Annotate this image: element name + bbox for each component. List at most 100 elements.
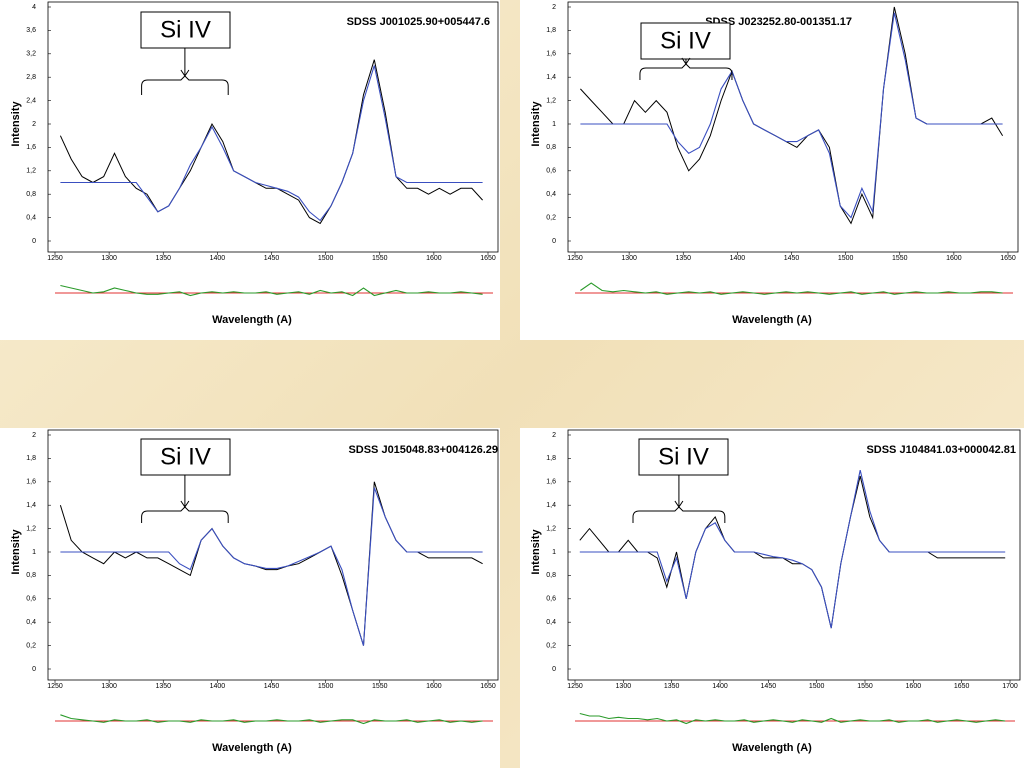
x-tick-label: 1350 <box>155 683 171 690</box>
annotation-box <box>640 22 731 60</box>
x-tick-label: 1450 <box>761 683 777 690</box>
x-tick-label: 1350 <box>664 683 680 690</box>
x-tick-label: 1600 <box>426 255 442 262</box>
chart-title: SDSS J001025.90+005447.6 <box>347 16 490 28</box>
y-tick-label: 0,2 <box>546 214 556 221</box>
series-line <box>60 284 483 297</box>
x-tick-label: 1550 <box>857 683 873 690</box>
x-tick-label: 1300 <box>101 683 117 690</box>
annotation-bracket <box>141 75 229 95</box>
y-axis-label: Intensity <box>10 529 22 575</box>
series-line <box>60 714 483 725</box>
y-tick-label: 0,6 <box>546 596 556 603</box>
series-line <box>59 481 483 646</box>
x-tick-label: 1450 <box>784 255 800 262</box>
annotation-arrow <box>674 475 684 508</box>
x-tick-label: 1400 <box>210 683 226 690</box>
annotation: Si IV <box>160 443 211 470</box>
y-tick-label: 0,6 <box>546 168 556 175</box>
x-tick-label: 1650 <box>480 683 496 690</box>
x-tick-label: 1350 <box>155 255 171 262</box>
y-tick-label: 1,8 <box>546 455 556 462</box>
y-tick-label: 1,4 <box>546 502 556 509</box>
x-tick-label: 1400 <box>730 255 746 262</box>
y-tick-label: 1,2 <box>26 525 36 532</box>
chart: 0 0,2 0,4 0,6 0,8 1 1,2 1,4 1,6 1,8 2 1250 1300 1350 1… <box>10 429 499 754</box>
y-tick-label: 0,6 <box>26 596 36 603</box>
x-tick-label: 1600 <box>946 255 962 262</box>
series-line <box>59 59 483 225</box>
x-tick-label: 1700 <box>1002 683 1018 690</box>
y-tick-label: 2 <box>32 432 36 439</box>
chart: 0 0,2 0,4 0,6 0,8 1 1,2 1,4 1,6 1,8 2 1250 1300 1350 1… <box>530 1 1019 326</box>
series-line <box>579 469 1006 629</box>
y-axis-label: Intensity <box>530 529 542 575</box>
x-axis-label: Wavelength (A) <box>732 314 812 326</box>
annotation-bracket <box>639 63 733 80</box>
y-tick-label: 3,2 <box>26 51 36 58</box>
annotation: Si IV <box>160 16 211 43</box>
y-axis-label: Intensity <box>10 101 22 147</box>
x-tick-label: 1650 <box>480 255 496 262</box>
plot-frame <box>47 429 499 681</box>
y-tick-label: 0,2 <box>546 642 556 649</box>
series-line <box>579 475 1006 629</box>
x-tick-label: 1550 <box>372 255 388 262</box>
y-tick-label: 0 <box>552 666 556 673</box>
y-tick-label: 1,6 <box>26 479 36 486</box>
x-tick-label: 1550 <box>892 255 908 262</box>
y-tick-label: 3,6 <box>26 27 36 34</box>
x-tick-label: 1250 <box>567 255 583 262</box>
annotation-box <box>140 438 231 476</box>
y-tick-label: 1,2 <box>26 168 36 175</box>
annotation: Si IV <box>660 27 711 54</box>
panel <box>0 0 500 340</box>
y-tick-label: 2 <box>552 4 556 11</box>
plot-frame <box>47 1 499 253</box>
x-tick-label: 1250 <box>47 255 63 262</box>
x-tick-label: 1650 <box>1000 255 1016 262</box>
y-tick-label: 1,4 <box>26 502 36 509</box>
x-axis-label: Wavelength (A) <box>212 314 292 326</box>
x-tick-label: 1550 <box>372 683 388 690</box>
y-tick-label: 1,6 <box>546 479 556 486</box>
x-tick-label: 1500 <box>838 255 854 262</box>
x-tick-label: 1500 <box>318 683 334 690</box>
plot-frame <box>567 429 1021 681</box>
series-line <box>60 65 483 222</box>
chart: 0 0,2 0,4 0,6 0,8 1 1,2 1,4 1,6 1,8 2 1250 1300 1350 1… <box>530 429 1021 754</box>
y-tick-label: 4 <box>32 4 36 11</box>
y-tick-label: 1 <box>32 549 36 556</box>
x-tick-label: 1500 <box>318 255 334 262</box>
annotation-arrow <box>180 475 190 508</box>
y-tick-label: 2,8 <box>26 74 36 81</box>
x-tick-label: 1450 <box>264 683 280 690</box>
y-tick-label: 0,4 <box>26 619 36 626</box>
panel <box>520 0 1024 340</box>
plot-frame <box>567 1 1019 253</box>
y-tick-label: 2 <box>32 121 36 128</box>
series-line <box>60 487 483 646</box>
annotation-bracket <box>141 506 229 523</box>
x-tick-label: 1300 <box>616 683 632 690</box>
y-tick-label: 0 <box>552 238 556 245</box>
y-tick-label: 0,8 <box>546 572 556 579</box>
annotation-box <box>140 11 231 49</box>
y-tick-label: 1 <box>552 121 556 128</box>
y-tick-label: 2 <box>552 432 556 439</box>
y-tick-label: 1,2 <box>546 97 556 104</box>
x-tick-label: 1500 <box>809 683 825 690</box>
y-tick-label: 2,4 <box>26 97 36 104</box>
annotation-box <box>638 438 729 476</box>
y-axis-label: Intensity <box>530 101 542 147</box>
annotation-bracket <box>632 506 726 523</box>
panel <box>520 428 1024 768</box>
x-tick-label: 1300 <box>101 255 117 262</box>
annotation-arrow <box>180 48 190 77</box>
annotation: Si IV <box>658 443 709 470</box>
y-tick-label: 1,6 <box>546 51 556 58</box>
chart-title: SDSS J023252.80-001351.17 <box>705 16 852 28</box>
series-line <box>580 12 1003 219</box>
